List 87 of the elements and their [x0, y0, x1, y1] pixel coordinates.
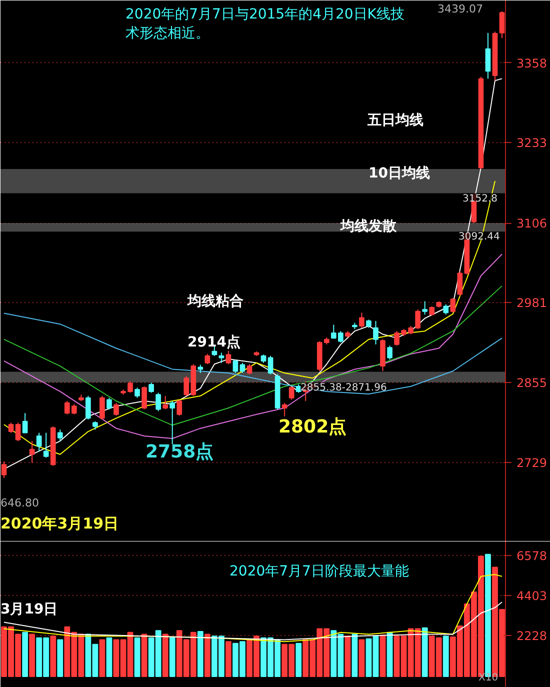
candlestick [170, 400, 176, 445]
annotation: 2802点 [278, 416, 347, 438]
candlestick [22, 412, 28, 434]
candlestick [387, 345, 392, 360]
candlestick [246, 364, 252, 375]
bar [99, 639, 106, 677]
candlestick [218, 352, 224, 364]
annotation: 2914点 [188, 334, 240, 350]
bar [50, 636, 56, 677]
bar [141, 634, 148, 677]
bar [344, 636, 351, 677]
candlestick [204, 353, 210, 365]
y-tick-label: 2855 [516, 376, 548, 390]
bar [204, 634, 210, 677]
annotation: 3439.07 [438, 2, 483, 16]
bar [197, 630, 204, 677]
candlestick [288, 386, 294, 400]
annotation: 2758点 [146, 442, 214, 462]
annotation: 均线粘合 [186, 294, 244, 310]
candlestick [106, 397, 112, 410]
bar [29, 634, 36, 677]
annotation: 3月19日 [0, 602, 58, 618]
band-label: 3152.8 [462, 193, 498, 204]
candlestick [457, 270, 463, 297]
annotation: 2020年的7月7日与2015年的4月20日K线技术形态相近。 [126, 6, 404, 42]
candlestick [148, 382, 154, 394]
candlestick [373, 320, 378, 345]
candlestick [443, 304, 449, 316]
line-series [4, 312, 502, 395]
candlestick [485, 32, 491, 80]
candlestick [29, 440, 35, 464]
bar [422, 627, 428, 677]
candlestick [422, 300, 428, 316]
candlestick [36, 432, 42, 452]
candlestick [15, 422, 21, 442]
candlestick [268, 355, 274, 375]
annotation: 2020年7月7日阶段最大量能 [230, 564, 409, 580]
bar [106, 637, 112, 677]
candlestick [57, 429, 63, 442]
band-label: 2855.38-2871.96 [300, 382, 387, 394]
y-tick-label: 3233 [516, 136, 548, 150]
bar [22, 632, 28, 677]
y-tick-label: 4403 [516, 589, 548, 604]
candlestick [142, 386, 147, 410]
bar [134, 637, 140, 677]
y-tick-label: 2228 [516, 629, 548, 644]
bar [352, 634, 358, 677]
line-series [4, 602, 502, 640]
candlestick [176, 399, 182, 416]
candlestick [134, 387, 140, 398]
candlestick [359, 312, 364, 328]
bar [225, 641, 232, 677]
bar [358, 639, 365, 677]
candlestick [114, 402, 119, 416]
annotation: 五日均线 [366, 112, 424, 128]
candlestick [1, 460, 7, 478]
y-tick-label: 6578 [516, 549, 548, 564]
bar [296, 642, 302, 677]
band-label: 3092.44 [458, 232, 500, 243]
bar [162, 634, 168, 677]
annotation: 2020年3月19日 [0, 514, 119, 532]
candlestick [156, 392, 161, 412]
y-tick-label: 3106 [516, 216, 548, 231]
annotation: 10日均线 [368, 166, 430, 182]
candlestick [8, 422, 14, 434]
candlestick [499, 10, 505, 39]
candlestick [86, 395, 91, 420]
candlestick [450, 298, 456, 314]
candlestick [429, 306, 435, 316]
annotation: 均线发散 [340, 218, 398, 234]
y-tick-label: 2729 [516, 456, 548, 470]
annotation: 646.80 [0, 496, 39, 510]
candlestick [232, 359, 238, 374]
bar [57, 639, 64, 677]
bar [169, 637, 176, 677]
candlestick [240, 362, 246, 374]
candlestick [128, 380, 133, 394]
y-tick-label: 2981 [516, 296, 548, 310]
candlestick [282, 402, 288, 417]
line-series [4, 254, 502, 440]
candlestick [162, 395, 168, 410]
candlestick [226, 350, 232, 365]
candlestick [43, 432, 49, 458]
bar [380, 634, 386, 677]
bar [442, 636, 449, 677]
y-tick-label: 3358 [516, 56, 548, 70]
candlestick [100, 395, 105, 420]
